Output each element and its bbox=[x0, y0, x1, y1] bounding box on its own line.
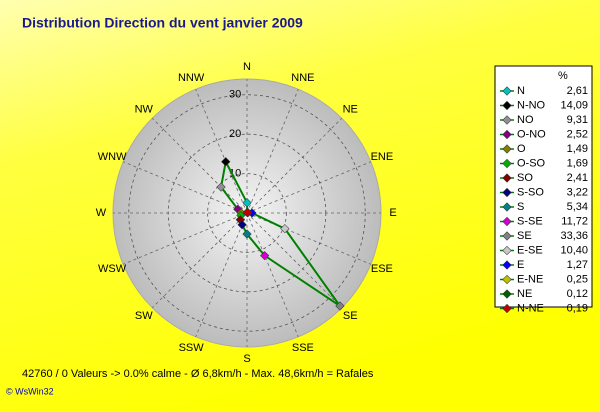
legend-marker bbox=[502, 129, 512, 140]
legend-marker bbox=[502, 115, 512, 125]
direction-label: S bbox=[243, 353, 250, 365]
legend-value: 1,69 bbox=[567, 157, 588, 169]
point-marker bbox=[242, 229, 252, 239]
legend-value: 0,12 bbox=[567, 288, 588, 300]
grid-ring bbox=[207, 173, 287, 253]
legend-label: S-SE bbox=[517, 215, 543, 227]
spoke bbox=[151, 212, 248, 309]
grid-ring bbox=[128, 94, 366, 332]
direction-label: E bbox=[389, 207, 396, 219]
legend-value: 2,61 bbox=[567, 85, 588, 97]
direction-label: SSW bbox=[179, 342, 205, 354]
direction-label: NE bbox=[343, 104, 358, 116]
legend-marker bbox=[502, 274, 512, 285]
legend-marker bbox=[502, 245, 512, 256]
r-tick-label: 20 bbox=[229, 128, 241, 140]
direction-label: N bbox=[243, 61, 251, 73]
legend-value: 10,40 bbox=[560, 244, 588, 256]
legend-value: 0,25 bbox=[567, 273, 588, 285]
legend-label: N-NE bbox=[517, 302, 544, 314]
point-marker bbox=[242, 198, 252, 208]
legend-label: E bbox=[517, 259, 524, 271]
legend-label: NO bbox=[517, 114, 534, 126]
legend-marker bbox=[502, 216, 512, 227]
legend-value: 1,27 bbox=[567, 259, 588, 271]
legend-value: 5,34 bbox=[567, 201, 588, 213]
direction-label: ENE bbox=[371, 151, 394, 163]
direction-label: WSW bbox=[98, 263, 127, 275]
direction-label: SW bbox=[135, 310, 153, 322]
spoke bbox=[123, 161, 248, 214]
spoke bbox=[195, 212, 248, 337]
legend-label: E-NE bbox=[517, 273, 543, 285]
legend-marker bbox=[502, 144, 512, 154]
footer: 42760 / 0 Valeurs -> 0.0% calme - Ø 6,8k… bbox=[22, 368, 374, 380]
legend-value: 2,41 bbox=[567, 172, 588, 184]
spoke bbox=[151, 117, 248, 214]
legend-marker bbox=[502, 260, 512, 270]
legend-label: S-SO bbox=[517, 186, 544, 198]
spoke bbox=[246, 161, 371, 214]
spoke bbox=[246, 212, 299, 337]
legend-marker bbox=[502, 158, 512, 169]
legend-label: E-SE bbox=[517, 244, 543, 256]
point-marker bbox=[221, 157, 231, 167]
direction-label: ESE bbox=[371, 263, 393, 275]
legend-label: N-NO bbox=[517, 99, 546, 111]
direction-label: NNW bbox=[178, 72, 205, 84]
legend-marker bbox=[502, 86, 512, 96]
legend-value: 33,36 bbox=[560, 230, 588, 242]
legend-label: O bbox=[517, 143, 526, 155]
legend-value: 14,09 bbox=[560, 99, 588, 111]
legend-value: 3,22 bbox=[567, 186, 588, 198]
legend-marker bbox=[502, 231, 512, 241]
direction-label: W bbox=[96, 207, 107, 219]
legend-label: SE bbox=[517, 230, 532, 242]
legend-label: O-SO bbox=[517, 157, 546, 169]
r-tick-label: 30 bbox=[229, 89, 241, 101]
legend-marker bbox=[502, 303, 512, 314]
legend-marker bbox=[502, 202, 512, 212]
legend-label: O-NO bbox=[517, 128, 546, 140]
legend-value: 11,72 bbox=[561, 215, 588, 227]
direction-label: NW bbox=[135, 104, 154, 116]
spoke bbox=[123, 212, 248, 265]
spoke bbox=[195, 89, 248, 214]
point-marker bbox=[280, 224, 290, 234]
direction-label: WNW bbox=[98, 151, 127, 163]
legend-value: 1,49 bbox=[567, 143, 588, 155]
spoke bbox=[246, 89, 299, 214]
legend-value: 9,31 bbox=[567, 114, 588, 126]
point-marker bbox=[216, 182, 226, 192]
legend-marker bbox=[502, 289, 512, 299]
copyright: © WsWin32 bbox=[6, 386, 54, 396]
point-marker bbox=[237, 220, 247, 230]
legend-label: S bbox=[517, 201, 524, 213]
legend-value: 2,52 bbox=[567, 128, 588, 140]
legend-label: NE bbox=[517, 288, 532, 300]
direction-label: SE bbox=[343, 310, 358, 322]
legend-label: N bbox=[517, 85, 525, 97]
spoke bbox=[246, 212, 371, 265]
grid-ring bbox=[167, 133, 327, 293]
legend-header: % bbox=[558, 70, 568, 82]
legend-marker bbox=[502, 100, 512, 111]
chart-title: Distribution Direction du vent janvier 2… bbox=[22, 15, 303, 31]
point-marker bbox=[242, 207, 252, 217]
legend-value: 0,19 bbox=[567, 302, 588, 314]
spoke bbox=[246, 212, 343, 309]
r-tick-label: 10 bbox=[229, 167, 241, 179]
legend-label: SO bbox=[517, 172, 533, 184]
direction-label: SSE bbox=[292, 342, 314, 354]
legend-marker bbox=[502, 187, 512, 198]
point-marker bbox=[260, 251, 270, 261]
point-marker bbox=[335, 301, 345, 311]
spoke bbox=[246, 117, 343, 214]
legend-marker bbox=[502, 173, 512, 183]
direction-label: NNE bbox=[291, 72, 314, 84]
